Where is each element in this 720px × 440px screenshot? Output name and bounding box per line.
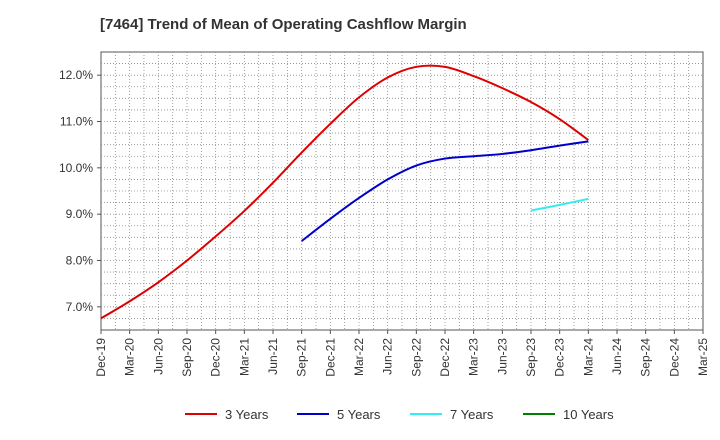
x-tick-label: Jun-24 (610, 338, 624, 375)
series-lines (100, 64, 589, 320)
grid (101, 52, 703, 330)
y-tick-label: 12.0% (59, 68, 93, 82)
y-axis: 7.0% 8.0% 9.0% 10.0% 11.0% 12.0% (59, 68, 101, 314)
x-tick-label: Dec-23 (553, 338, 567, 377)
x-tick-label: Sep-24 (639, 338, 653, 377)
chart-title: [7464] Trend of Mean of Operating Cashfl… (100, 16, 467, 33)
legend-label: 7 Years (450, 407, 494, 422)
series-line-7-years (530, 197, 589, 212)
x-tick-label: Sep-20 (180, 338, 194, 377)
x-tick-label: Jun-22 (381, 338, 395, 375)
x-tick-label: Mar-25 (696, 338, 710, 376)
x-tick-label: Mar-24 (581, 338, 595, 376)
y-tick-label: 7.0% (66, 300, 94, 314)
x-tick-label: Jun-21 (266, 338, 280, 375)
x-tick-label: Sep-23 (524, 338, 538, 377)
y-tick-label: 11.0% (60, 115, 93, 129)
x-tick-label: Mar-23 (467, 338, 481, 376)
x-tick-label: Dec-20 (209, 338, 223, 377)
x-tick-label: Dec-24 (667, 338, 681, 377)
legend: 3 Years 5 Years 7 Years 10 Years (185, 407, 614, 422)
series-line-5-years (301, 140, 589, 242)
x-tick-label: Dec-21 (323, 338, 337, 377)
x-tick-label: Sep-22 (409, 338, 423, 377)
legend-label: 5 Years (337, 407, 381, 422)
y-tick-label: 10.0% (59, 161, 93, 175)
x-tick-label: Dec-22 (438, 338, 452, 377)
x-tick-label: Dec-19 (94, 338, 108, 377)
y-tick-label: 9.0% (66, 207, 94, 221)
x-tick-label: Jun-23 (495, 338, 509, 375)
x-tick-label: Jun-20 (151, 338, 165, 375)
x-axis: Dec-19 Mar-20 Jun-20 Sep-20 Dec-20 Mar-21 Jun-… (94, 330, 710, 377)
x-tick-label: Sep-21 (295, 338, 309, 377)
legend-label: 3 Years (225, 407, 269, 422)
legend-label: 10 Years (563, 407, 614, 422)
x-tick-label: Mar-20 (123, 338, 137, 376)
y-tick-label: 8.0% (66, 254, 94, 268)
x-tick-label: Mar-22 (352, 338, 366, 376)
x-tick-label: Mar-21 (237, 338, 251, 376)
series-line-3-years (100, 64, 589, 320)
